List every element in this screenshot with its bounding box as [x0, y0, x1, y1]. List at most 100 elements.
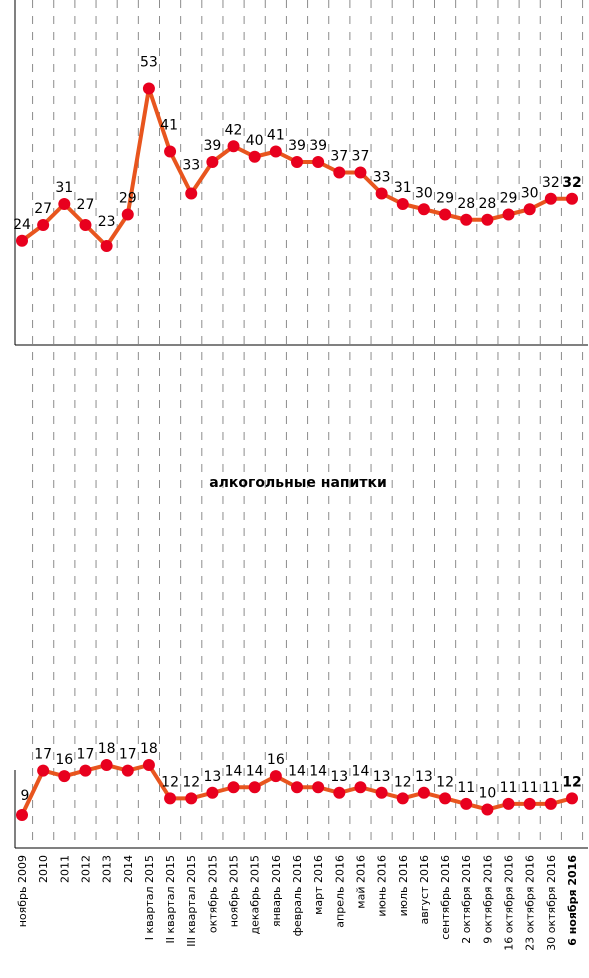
data-point	[460, 213, 473, 226]
data-point	[417, 786, 430, 799]
chart-axes	[14, 0, 588, 849]
data-label: 32	[542, 175, 560, 191]
x-tick-label: январь 2016	[270, 855, 283, 927]
data-point	[227, 140, 240, 153]
data-label: 37	[330, 149, 348, 165]
data-point	[312, 156, 325, 168]
data-point	[58, 198, 71, 210]
data-label: 14	[246, 763, 264, 779]
x-tick-label: август 2016	[418, 855, 431, 924]
data-label: 17	[119, 747, 137, 763]
data-point	[502, 797, 515, 810]
data-label: 37	[352, 149, 370, 165]
data-point	[16, 234, 28, 247]
data-point	[544, 797, 557, 810]
data-label: 17	[77, 747, 95, 763]
data-label: 13	[203, 769, 221, 785]
data-point	[333, 786, 346, 799]
data-label: 40	[246, 133, 264, 149]
data-point	[333, 166, 346, 179]
data-label: 39	[203, 138, 221, 154]
data-label: 9	[21, 788, 30, 804]
data-point	[269, 770, 282, 783]
x-tick-label: 2010	[37, 855, 50, 883]
data-point	[142, 759, 155, 772]
x-tick-label: 6 ноября 2016	[566, 855, 579, 946]
data-point	[439, 792, 452, 805]
data-label: 28	[478, 196, 496, 212]
data-label: 17	[34, 747, 52, 763]
data-point	[121, 208, 134, 221]
data-point	[291, 781, 303, 794]
data-point	[481, 803, 494, 816]
chart-marks	[16, 82, 578, 821]
data-label: 27	[77, 197, 95, 213]
data-point	[100, 240, 113, 252]
data-label: 27	[34, 201, 52, 217]
x-tick-label: июль 2016	[397, 855, 410, 916]
x-tick-label: апрель 2016	[333, 855, 346, 928]
data-label: 11	[521, 780, 539, 796]
data-point	[375, 187, 388, 200]
data-label: 14	[352, 763, 370, 779]
data-label: 41	[160, 118, 178, 134]
data-point	[375, 786, 388, 799]
data-label: 31	[394, 180, 412, 196]
x-tick-label: 2 октября 2016	[460, 855, 473, 944]
data-label: 16	[267, 752, 285, 768]
data-label: 28	[457, 196, 475, 212]
data-point	[79, 219, 92, 231]
data-label: 29	[119, 191, 137, 207]
data-point	[164, 792, 177, 805]
data-point	[185, 187, 198, 200]
data-label: 33	[373, 170, 391, 186]
x-axis-tick-labels: ноябрь 2009 2010 2011 2012 2013 2014 I квартал…	[16, 855, 579, 951]
x-tick-label: ноябрь 2015	[228, 855, 241, 927]
data-point	[291, 156, 303, 168]
data-label: 12	[436, 774, 454, 790]
data-point	[439, 208, 452, 221]
data-point	[37, 764, 50, 777]
x-tick-label: 16 октября 2016	[503, 855, 516, 951]
data-point	[523, 203, 536, 216]
data-label: 14	[288, 763, 306, 779]
data-point	[185, 792, 198, 805]
data-point	[206, 156, 219, 168]
data-label: 29	[436, 191, 454, 207]
data-label: 39	[309, 138, 327, 154]
data-point	[460, 797, 473, 810]
data-point	[481, 213, 494, 226]
data-point	[100, 759, 113, 772]
data-label: 18	[140, 741, 158, 757]
x-tick-label: 2012	[79, 855, 92, 883]
x-tick-label: 2013	[101, 855, 114, 883]
x-tick-label: июнь 2016	[376, 855, 389, 917]
data-point	[312, 781, 325, 794]
data-point	[502, 208, 515, 221]
data-point	[566, 192, 578, 205]
data-point	[354, 166, 367, 179]
data-point	[544, 192, 557, 205]
x-tick-label: 23 октября 2016	[524, 855, 537, 951]
data-label: 13	[415, 769, 433, 785]
data-label: 10	[478, 785, 496, 801]
data-label: 14	[309, 763, 327, 779]
data-point	[417, 203, 430, 216]
data-point	[121, 764, 134, 777]
data-label: 11	[500, 780, 518, 796]
x-tick-label: 2011	[58, 855, 71, 883]
data-label: 16	[55, 752, 73, 768]
data-label: 30	[415, 185, 433, 201]
data-label: 53	[140, 55, 158, 71]
x-tick-label: октябрь 2015	[206, 855, 219, 933]
data-label: 41	[267, 128, 285, 144]
chart-title: алкогольные напитки	[209, 475, 387, 491]
data-point	[248, 150, 261, 163]
data-point	[248, 781, 261, 794]
data-point	[523, 797, 536, 810]
data-label: 29	[500, 191, 518, 207]
data-point	[269, 145, 282, 158]
x-tick-label: 9 октября 2016	[481, 855, 494, 944]
data-label: 30	[521, 185, 539, 201]
